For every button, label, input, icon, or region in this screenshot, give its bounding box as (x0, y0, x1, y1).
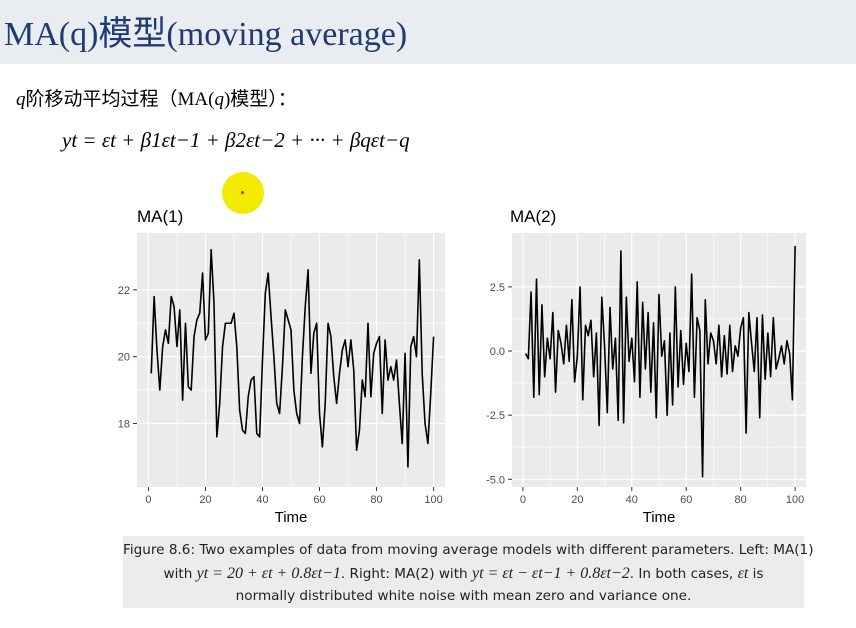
x-tick-label: 40 (256, 494, 268, 506)
intro-label: 阶移动平均过程（MA( (25, 89, 215, 110)
x-tick-label: 80 (370, 494, 382, 506)
y-tick-label: 18 (118, 419, 130, 431)
y-tick-label: -5.0 (486, 474, 505, 486)
intro-var: q (16, 89, 26, 110)
y-tick-label: -2.5 (486, 410, 505, 422)
chart-title-1: MA(1) (137, 207, 183, 226)
laser-pointer-highlight (222, 172, 264, 214)
x-tick-label: 100 (786, 494, 804, 506)
y-tick-label: 0.0 (490, 346, 505, 358)
slide-header: MA(q)模型(moving average) (0, 0, 856, 64)
x-tick-label: 20 (571, 494, 583, 506)
x-tick-label: 40 (626, 494, 638, 506)
ma-equation: yt = εt + β1εt−1 + β2εt−2 + ··· + βqεt−q (62, 128, 410, 152)
x-tick-label: 80 (735, 494, 747, 506)
caption-text-c: . In both cases, (629, 566, 734, 582)
caption-line-3: normally distributed white noise with me… (235, 588, 692, 604)
x-tick-label: 100 (424, 494, 442, 506)
caption-line-1: Figure 8.6: Two examples of data from mo… (123, 542, 814, 558)
caption-text-a: with (163, 566, 193, 582)
x-tick-label: 60 (313, 494, 325, 506)
x-axis-label-2: Time (643, 509, 676, 526)
slide-title: MA(q)模型(moving average) (4, 16, 408, 53)
caption-text-b: . Right: MA(2) with (340, 566, 468, 582)
chart-title-2: MA(2) (510, 207, 556, 226)
y-tick-label: 20 (118, 352, 130, 364)
series-line-2 (524, 245, 796, 478)
figure-caption: Figure 8.6: Two examples of data from mo… (123, 536, 814, 608)
caption-line-2: with yt = 20 + εt + 0.8εt−1. Right: MA(2… (123, 565, 804, 583)
series-line-1 (150, 248, 435, 468)
intro-var2: q (214, 89, 224, 110)
caption-text-d: is (752, 566, 764, 582)
pointer-dot (241, 191, 244, 194)
x-tick-label: 0 (145, 494, 151, 506)
caption-math-eps: εt (737, 565, 749, 582)
y-tick-label: 22 (118, 285, 130, 297)
y-tick-label: 2.5 (490, 282, 505, 294)
x-tick-label: 60 (680, 494, 692, 506)
intro-text: q阶移动平均过程（MA(q)模型）： (16, 84, 297, 111)
x-tick-label: 0 (520, 494, 526, 506)
caption-math-ma1: yt = 20 + εt + 0.8εt−1 (196, 565, 341, 582)
x-tick-label: 20 (199, 494, 211, 506)
caption-math-ma2: yt = εt − εt−1 + 0.8εt−2 (472, 565, 630, 582)
intro-label2: )模型）： (223, 89, 297, 110)
x-axis-label-1: Time (275, 509, 308, 526)
